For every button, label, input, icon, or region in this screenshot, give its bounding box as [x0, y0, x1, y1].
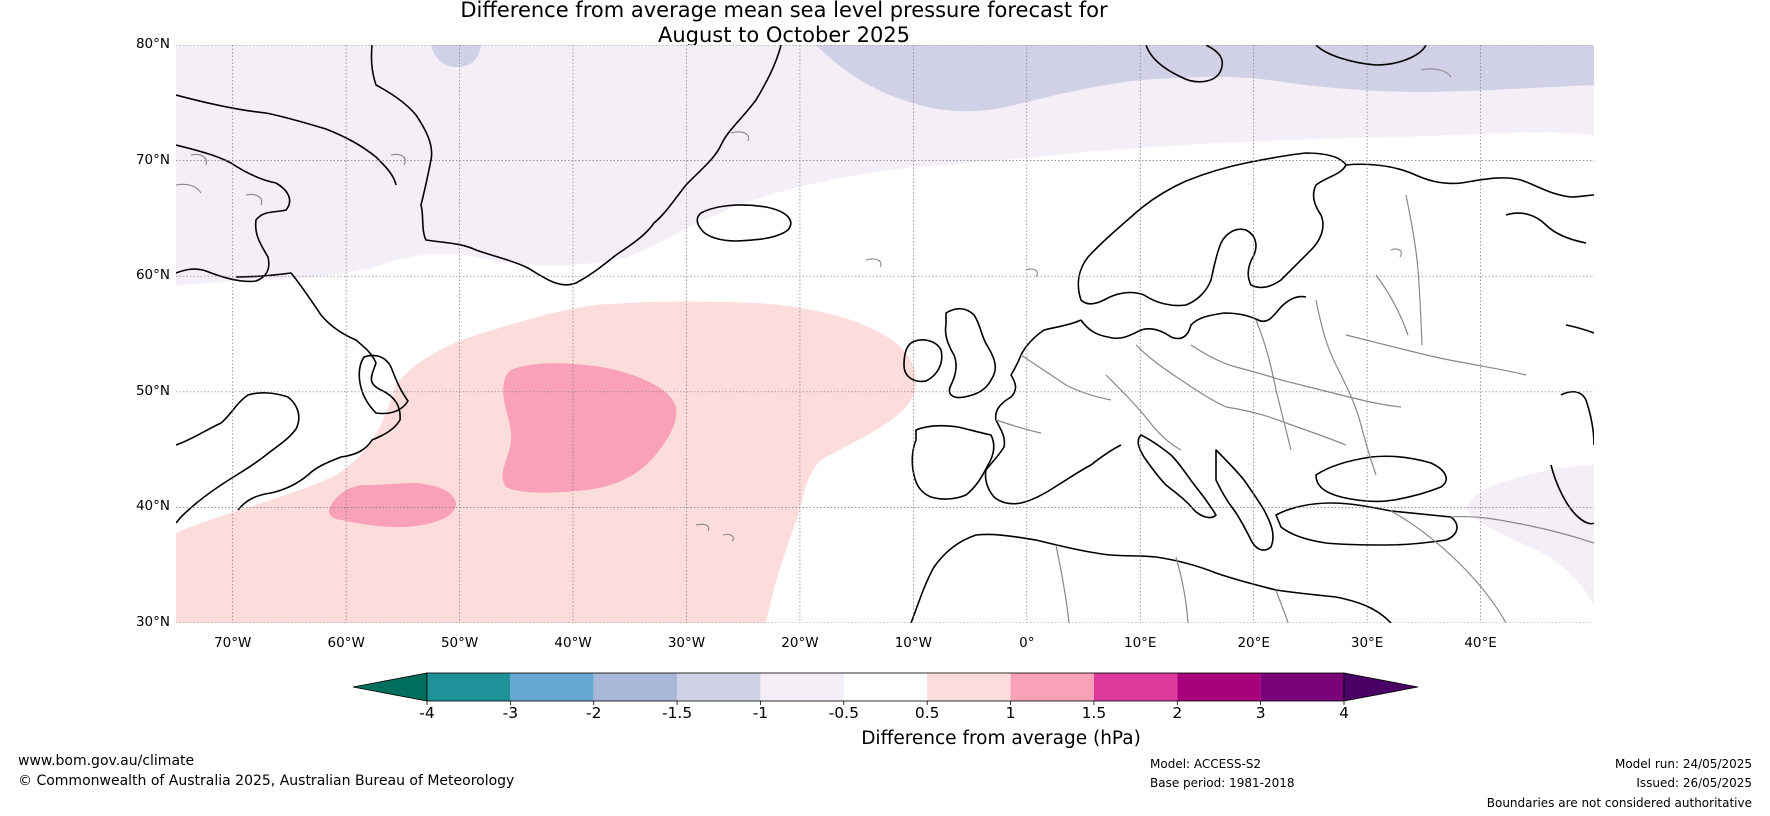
- footer-model: Model: ACCESS-S2: [1150, 757, 1262, 771]
- footer-base-period: Base period: 1981-2018: [1150, 776, 1295, 790]
- colorbar-swatch: [1260, 673, 1344, 701]
- colorbar-tick-label: 1.5: [1081, 704, 1107, 722]
- colorbar-tick-label: -1: [752, 704, 769, 722]
- anomaly-region-greenland: [176, 45, 1594, 285]
- longitude-label: 60°W: [327, 635, 365, 651]
- longitude-label: 20°W: [781, 635, 819, 651]
- colorbar-tick-label: -3: [502, 704, 519, 722]
- colorbar-tick-label: 3: [1255, 704, 1266, 722]
- anomaly-region-turkey: [1466, 465, 1594, 605]
- longitude-label: 30°E: [1350, 635, 1384, 651]
- longitude-label: 40°W: [554, 635, 592, 651]
- newfoundland-coast: [358, 354, 409, 415]
- anomaly-shading: [176, 45, 1594, 623]
- colorbar-swatch: [593, 673, 678, 701]
- map-title-line-1: Difference from average mean sea level p…: [460, 0, 1108, 22]
- colorbar-frame: [426, 672, 1345, 702]
- longitude-label: 50°W: [440, 635, 479, 651]
- map-canvas: [176, 45, 1594, 623]
- latitude-label: 30°N: [135, 614, 170, 630]
- europe-mainland-coast: [1080, 295, 1307, 340]
- small-features: [176, 68, 1452, 542]
- footer-website[interactable]: www.bom.gov.au/climate: [18, 753, 195, 769]
- latitude-label: 60°N: [135, 267, 170, 284]
- colorbar-tick-label: -0.5: [828, 704, 859, 722]
- colorbar-swatch: [760, 673, 844, 701]
- latitude-label: 80°N: [135, 36, 170, 52]
- latitude-label: 50°N: [135, 382, 170, 399]
- footer-model-run: Model run: 24/05/2025: [1614, 757, 1752, 771]
- canadian-arctic-coast: [176, 144, 291, 283]
- italy-coast: [1137, 434, 1217, 519]
- latitude-label: 40°N: [135, 498, 170, 515]
- footer-issued: Issued: 26/05/2025: [1636, 776, 1752, 790]
- balkans-coast: [1215, 449, 1274, 551]
- colorbar-tick-label: -2: [585, 704, 602, 722]
- svalbard-coast: [1145, 45, 1224, 83]
- country-boundaries: [995, 194, 1594, 623]
- scandinavia-coast: [1077, 152, 1347, 307]
- longitude-label: 70°W: [214, 635, 252, 651]
- turkey-coast: [1275, 502, 1458, 546]
- map-title: Difference from average mean sea level p…: [0, 0, 1714, 48]
- colorbar-tick-label: 1: [1005, 704, 1016, 722]
- colorbar-tick-label: 4: [1339, 704, 1349, 722]
- coastlines: [176, 45, 1594, 623]
- colorbar-swatch: [927, 673, 1011, 701]
- colorbar-tick-label: -4: [419, 704, 435, 722]
- latitude-label: 70°N: [135, 151, 170, 168]
- great-britain-coast: [944, 307, 997, 399]
- colorbar-swatch: [427, 673, 511, 701]
- colorbar-extend-high: [1343, 672, 1419, 702]
- longitude-label: 0°: [1019, 635, 1035, 651]
- colorbar-label: Difference from average (hPa): [861, 728, 1141, 749]
- longitude-label: 10°E: [1124, 635, 1157, 651]
- colorbar-swatch: [677, 673, 761, 701]
- labrador-coast: [235, 272, 401, 511]
- longitude-label: 40°E: [1464, 635, 1497, 651]
- colorbar-swatch: [843, 673, 928, 701]
- iberia-coast: [911, 424, 995, 500]
- map-title-line-2: August to October 2025: [657, 23, 911, 47]
- longitude-label: 10°W: [894, 635, 932, 651]
- longitude-label: 30°W: [667, 635, 706, 651]
- colorbar-swatch: [510, 673, 594, 701]
- longitude-label: 20°E: [1237, 635, 1270, 651]
- colorbar-extend-low: [352, 672, 428, 702]
- footer-disclaimer: Boundaries are not considered authoritat…: [1486, 796, 1752, 810]
- anomaly-region-us-coast: [329, 483, 456, 528]
- us-east-coast: [176, 392, 300, 524]
- footer-copyright: © Commonwealth of Australia 2025, Austra…: [18, 773, 515, 789]
- colorbar-tick-label: -1.5: [661, 704, 693, 722]
- black-sea-coast: [1315, 455, 1447, 503]
- colorbar-swatch: [1010, 673, 1094, 701]
- colorbar-tick-label: 2: [1172, 704, 1183, 722]
- colorbar-tick-label: 0.5: [914, 704, 940, 722]
- anomaly-region-atlantic-strong: [502, 363, 677, 493]
- colorbar-swatch: [1093, 673, 1178, 701]
- map-area[interactable]: 80°N 70°N 60°N 50°N 40°N 30°N 70°W 60°W 50°W 40°…: [136, 36, 1594, 651]
- colorbar-swatch: [1177, 673, 1261, 701]
- north-africa-coast: [910, 533, 1392, 623]
- ireland-coast: [903, 339, 943, 383]
- iceland-coast: [696, 204, 792, 242]
- greenland-coast: [370, 45, 782, 286]
